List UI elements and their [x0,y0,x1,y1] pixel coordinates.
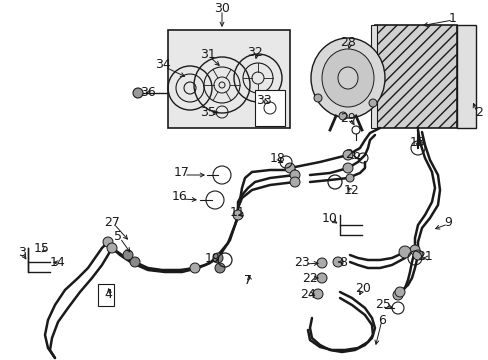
Text: 19: 19 [204,252,221,265]
Circle shape [338,112,346,120]
Circle shape [412,250,422,260]
Circle shape [190,263,200,273]
Text: 30: 30 [214,1,229,14]
Ellipse shape [321,49,373,107]
Circle shape [409,245,419,255]
Text: 36: 36 [140,85,156,99]
Circle shape [232,210,243,220]
Text: 25: 25 [374,298,390,311]
Ellipse shape [337,67,357,89]
Circle shape [392,290,402,300]
Text: 14: 14 [50,256,66,269]
Ellipse shape [310,38,384,118]
Circle shape [398,246,410,258]
Text: 7: 7 [244,274,251,287]
Circle shape [289,170,299,180]
Circle shape [346,174,353,182]
Text: 13: 13 [409,136,425,149]
Text: 21: 21 [416,251,432,264]
Circle shape [285,163,294,173]
Text: 2: 2 [474,105,482,118]
Text: 24: 24 [300,288,315,301]
Bar [374,25,456,128]
Circle shape [368,99,376,107]
Circle shape [312,289,323,299]
Text: 9: 9 [443,216,451,229]
Text: 11: 11 [230,207,245,220]
Bar [370,25,376,128]
Text: 8: 8 [338,256,346,269]
Text: 1: 1 [448,12,456,24]
Circle shape [316,258,326,268]
Bar [254,90,285,126]
Text: 20: 20 [354,282,370,294]
Circle shape [289,177,299,187]
Text: 26: 26 [345,148,360,162]
Bar [456,25,475,128]
Text: 34: 34 [155,58,170,72]
Circle shape [394,287,404,297]
Circle shape [342,150,352,160]
Text: 12: 12 [344,184,359,197]
Text: 27: 27 [104,216,120,229]
Circle shape [316,273,326,283]
Text: 31: 31 [200,49,215,62]
Text: 35: 35 [200,105,216,118]
Circle shape [133,88,142,98]
Bar [98,284,114,306]
Text: 33: 33 [256,94,271,107]
Text: 17: 17 [174,166,189,179]
Text: 6: 6 [377,314,385,327]
Circle shape [342,163,352,173]
Circle shape [107,243,117,253]
Text: 22: 22 [302,271,317,284]
Text: 29: 29 [340,112,355,125]
Text: 18: 18 [269,152,285,165]
Bar [168,30,289,128]
Text: 4: 4 [104,288,112,302]
Circle shape [130,257,140,267]
Circle shape [213,253,223,263]
Circle shape [103,237,113,247]
Text: 3: 3 [18,247,26,260]
Circle shape [215,263,224,273]
Circle shape [313,94,321,102]
Circle shape [332,257,342,267]
Text: 10: 10 [322,211,337,225]
Text: 28: 28 [339,36,355,49]
Text: 32: 32 [246,45,263,58]
Text: 16: 16 [172,190,187,203]
Text: 15: 15 [34,242,50,255]
Text: 23: 23 [293,256,309,270]
Circle shape [123,250,133,260]
Text: 5: 5 [114,230,122,243]
